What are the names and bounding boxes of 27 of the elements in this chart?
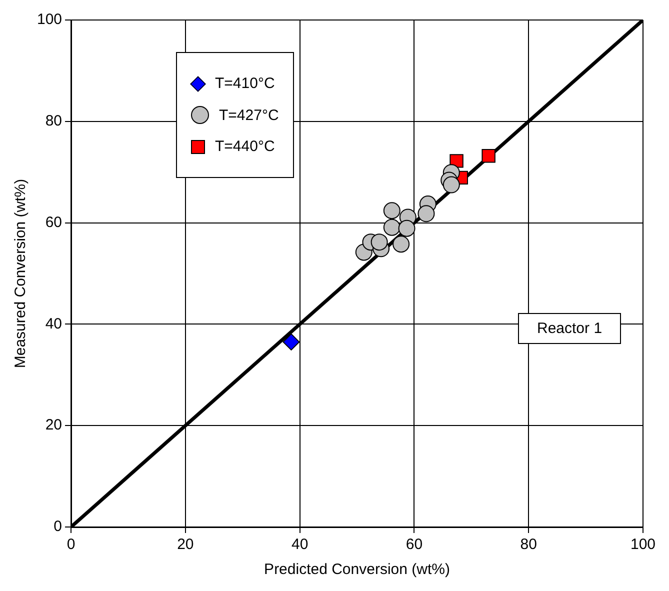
point — [370, 234, 388, 251]
point — [442, 176, 460, 194]
legend-label: T=440°C — [215, 138, 275, 155]
point — [392, 236, 410, 253]
point — [383, 218, 400, 236]
y-axis-title: Measured Conversion (wt%) — [12, 178, 30, 368]
x-tick-label: 100 — [630, 536, 656, 554]
x-tick-label: 0 — [66, 536, 76, 554]
x-axis-title: Predicted Conversion (wt%) — [264, 561, 450, 578]
point — [282, 333, 300, 350]
annotation: Reactor 1 — [518, 313, 622, 344]
y-tick-label: 40 — [45, 315, 62, 332]
point — [482, 149, 496, 163]
x-tick-label: 80 — [520, 536, 537, 554]
legend-label: T=410°C — [215, 75, 275, 92]
x-tick-label: 40 — [291, 536, 308, 554]
y-tick-label: 0 — [54, 518, 62, 536]
x-tick-label: 20 — [177, 536, 194, 554]
point — [398, 220, 416, 237]
y-tick-label: 20 — [45, 416, 62, 434]
legend-label: T=427°C — [219, 106, 279, 124]
y-tick-label: 80 — [45, 112, 62, 130]
x-tick-label: 60 — [406, 536, 423, 554]
point — [418, 205, 435, 222]
y-tick-label: 100 — [36, 11, 62, 28]
y-tick-label: 60 — [45, 214, 62, 231]
point — [383, 202, 400, 220]
